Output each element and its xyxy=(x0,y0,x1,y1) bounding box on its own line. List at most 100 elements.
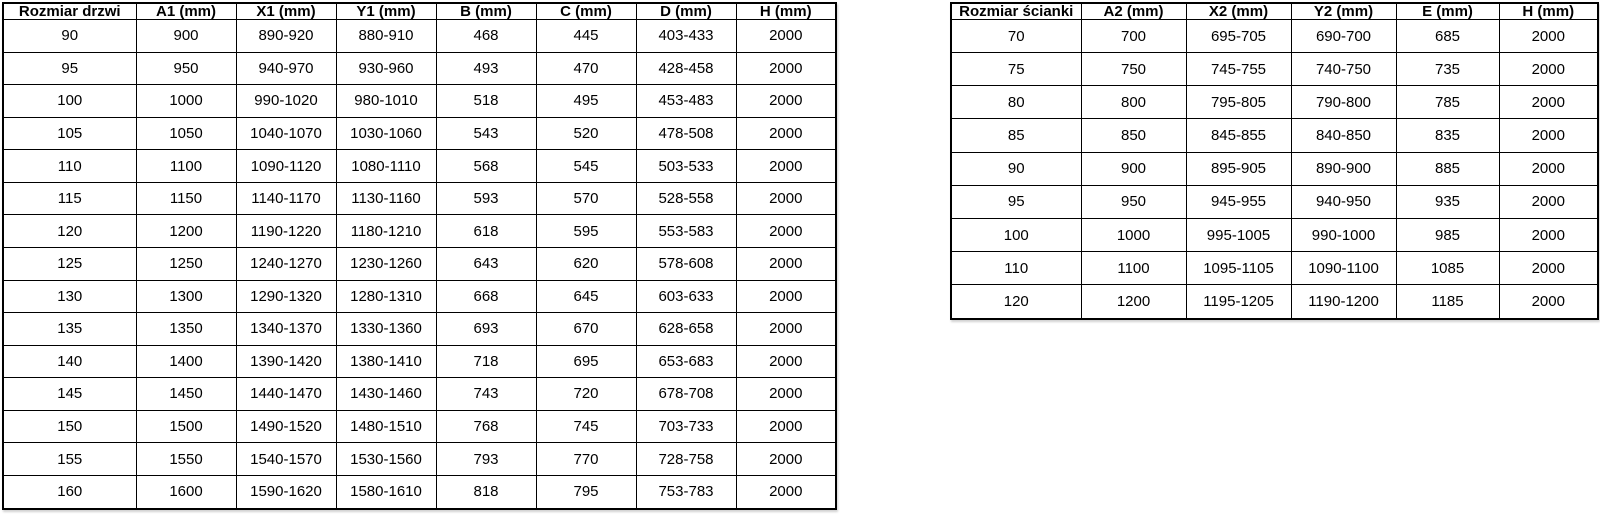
table-cell: 578-608 xyxy=(635,246,737,281)
table-cell: 1550 xyxy=(135,442,237,476)
table-cell: 120 xyxy=(950,284,1082,320)
table-cell: 785 xyxy=(1395,85,1500,120)
table-cell: 70 xyxy=(950,18,1082,54)
table-cell: 890-920 xyxy=(235,19,337,53)
table-cell: 1530-1560 xyxy=(335,442,437,476)
column-header: X1 (mm) xyxy=(235,2,337,20)
column-header: H (mm) xyxy=(735,2,837,20)
table-cell: 1580-1610 xyxy=(335,474,437,510)
table-cell: 1200 xyxy=(1080,284,1187,320)
table-cell: 703-733 xyxy=(635,409,737,444)
table-cell: 1130-1160 xyxy=(335,181,437,216)
table-row: 95 950 945-955 940-950 935 2000 xyxy=(950,184,1599,219)
table-cell: 1090-1100 xyxy=(1290,251,1397,286)
table-cell: 428-458 xyxy=(635,51,737,86)
table-cell: 2000 xyxy=(1498,217,1599,253)
table-row: 135 1350 1340-1370 1330-1360 693 670 628-658 20… xyxy=(2,312,837,346)
table-cell: 568 xyxy=(435,149,537,183)
table-cell: 2000 xyxy=(735,377,837,411)
table-cell: 125 xyxy=(2,246,137,281)
table-cell: 890-900 xyxy=(1290,151,1397,186)
table-cell: 1490-1520 xyxy=(235,409,337,444)
table-cell: 793 xyxy=(435,442,537,476)
table-cell: 885 xyxy=(1395,151,1500,186)
table-cell: 543 xyxy=(435,116,537,151)
table-cell: 1000 xyxy=(135,84,237,118)
table-cell: 2000 xyxy=(735,409,837,444)
table-cell: 403-433 xyxy=(635,19,737,53)
table-cell: 940-970 xyxy=(235,51,337,86)
table-cell: 728-758 xyxy=(635,442,737,476)
table-cell: 1500 xyxy=(135,409,237,444)
table-cell: 150 xyxy=(2,409,137,444)
table-cell: 685 xyxy=(1395,18,1500,54)
table-cell: 845-855 xyxy=(1185,118,1292,153)
table-cell: 1100 xyxy=(1080,251,1187,286)
column-header: Y1 (mm) xyxy=(335,2,437,20)
table-cell: 1380-1410 xyxy=(335,344,437,379)
table-cell: 1250 xyxy=(135,246,237,281)
table-cell: 700 xyxy=(1080,18,1187,54)
column-header: X2 (mm) xyxy=(1185,2,1292,20)
table-cell: 950 xyxy=(135,51,237,86)
table-cell: 1090-1120 xyxy=(235,149,337,183)
table-cell: 740-750 xyxy=(1290,52,1397,87)
table-cell: 518 xyxy=(435,84,537,118)
table-cell: 940-950 xyxy=(1290,184,1397,219)
table-cell: 985 xyxy=(1395,217,1500,253)
table-cell: 668 xyxy=(435,279,537,314)
table-cell: 503-533 xyxy=(635,149,737,183)
table-cell: 795 xyxy=(535,474,637,510)
table-cell: 1150 xyxy=(135,181,237,216)
table-cell: 105 xyxy=(2,116,137,151)
table-cell: 1390-1420 xyxy=(235,344,337,379)
table-cell: 1290-1320 xyxy=(235,279,337,314)
table-cell: 2000 xyxy=(735,474,837,510)
table-row: 160 1600 1590-1620 1580-1610 818 795 753-783 20… xyxy=(2,474,837,510)
table-cell: 935 xyxy=(1395,184,1500,219)
table-cell: 2000 xyxy=(1498,184,1599,219)
table-row: 75 750 745-755 740-750 735 2000 xyxy=(950,52,1599,87)
table-row: 85 850 845-855 840-850 835 2000 xyxy=(950,118,1599,153)
table-row: 115 1150 1140-1170 1130-1160 593 570 528-558 20… xyxy=(2,181,837,216)
table-cell: 720 xyxy=(535,377,637,411)
table-cell: 135 xyxy=(2,312,137,346)
table-cell: 1440-1470 xyxy=(235,377,337,411)
header-row: Rozmiar drzwi A1 (mm) X1 (mm) Y1 (mm) B (mm)… xyxy=(2,2,837,20)
table-cell: 478-508 xyxy=(635,116,737,151)
table-cell: 1050 xyxy=(135,116,237,151)
table-row: 155 1550 1540-1570 1530-1560 793 770 728-758 20… xyxy=(2,442,837,476)
table-cell: 1040-1070 xyxy=(235,116,337,151)
table-row: 120 1200 1190-1220 1180-1210 618 595 553-583 20… xyxy=(2,214,837,248)
column-header: D (mm) xyxy=(635,2,737,20)
table-cell: 1095-1105 xyxy=(1185,251,1292,286)
table-row: 140 1400 1390-1420 1380-1410 718 695 653-683 20… xyxy=(2,344,837,379)
table-cell: 1280-1310 xyxy=(335,279,437,314)
table-cell: 453-483 xyxy=(635,84,737,118)
table-cell: 100 xyxy=(2,84,137,118)
column-header: E (mm) xyxy=(1395,2,1500,20)
table-cell: 2000 xyxy=(735,312,837,346)
table-cell: 1080-1110 xyxy=(335,149,437,183)
table-cell: 1340-1370 xyxy=(235,312,337,346)
table-cell: 445 xyxy=(535,19,637,53)
table-cell: 643 xyxy=(435,246,537,281)
table-cell: 2000 xyxy=(735,279,837,314)
table-cell: 753-783 xyxy=(635,474,737,510)
table-cell: 603-633 xyxy=(635,279,737,314)
table-row: 110 1100 1095-1105 1090-1100 1085 2000 xyxy=(950,251,1599,286)
table-row: 90 900 895-905 890-900 885 2000 xyxy=(950,151,1599,186)
table-cell: 2000 xyxy=(1498,151,1599,186)
table-cell: 1030-1060 xyxy=(335,116,437,151)
table-cell: 75 xyxy=(950,52,1082,87)
table-cell: 520 xyxy=(535,116,637,151)
table-cell: 695-705 xyxy=(1185,18,1292,54)
table-cell: 2000 xyxy=(735,344,837,379)
table-cell: 618 xyxy=(435,214,537,248)
table-cell: 1350 xyxy=(135,312,237,346)
table-cell: 653-683 xyxy=(635,344,737,379)
table-cell: 1185 xyxy=(1395,284,1500,320)
table-cell: 1195-1205 xyxy=(1185,284,1292,320)
table-cell: 768 xyxy=(435,409,537,444)
table-cell: 553-583 xyxy=(635,214,737,248)
